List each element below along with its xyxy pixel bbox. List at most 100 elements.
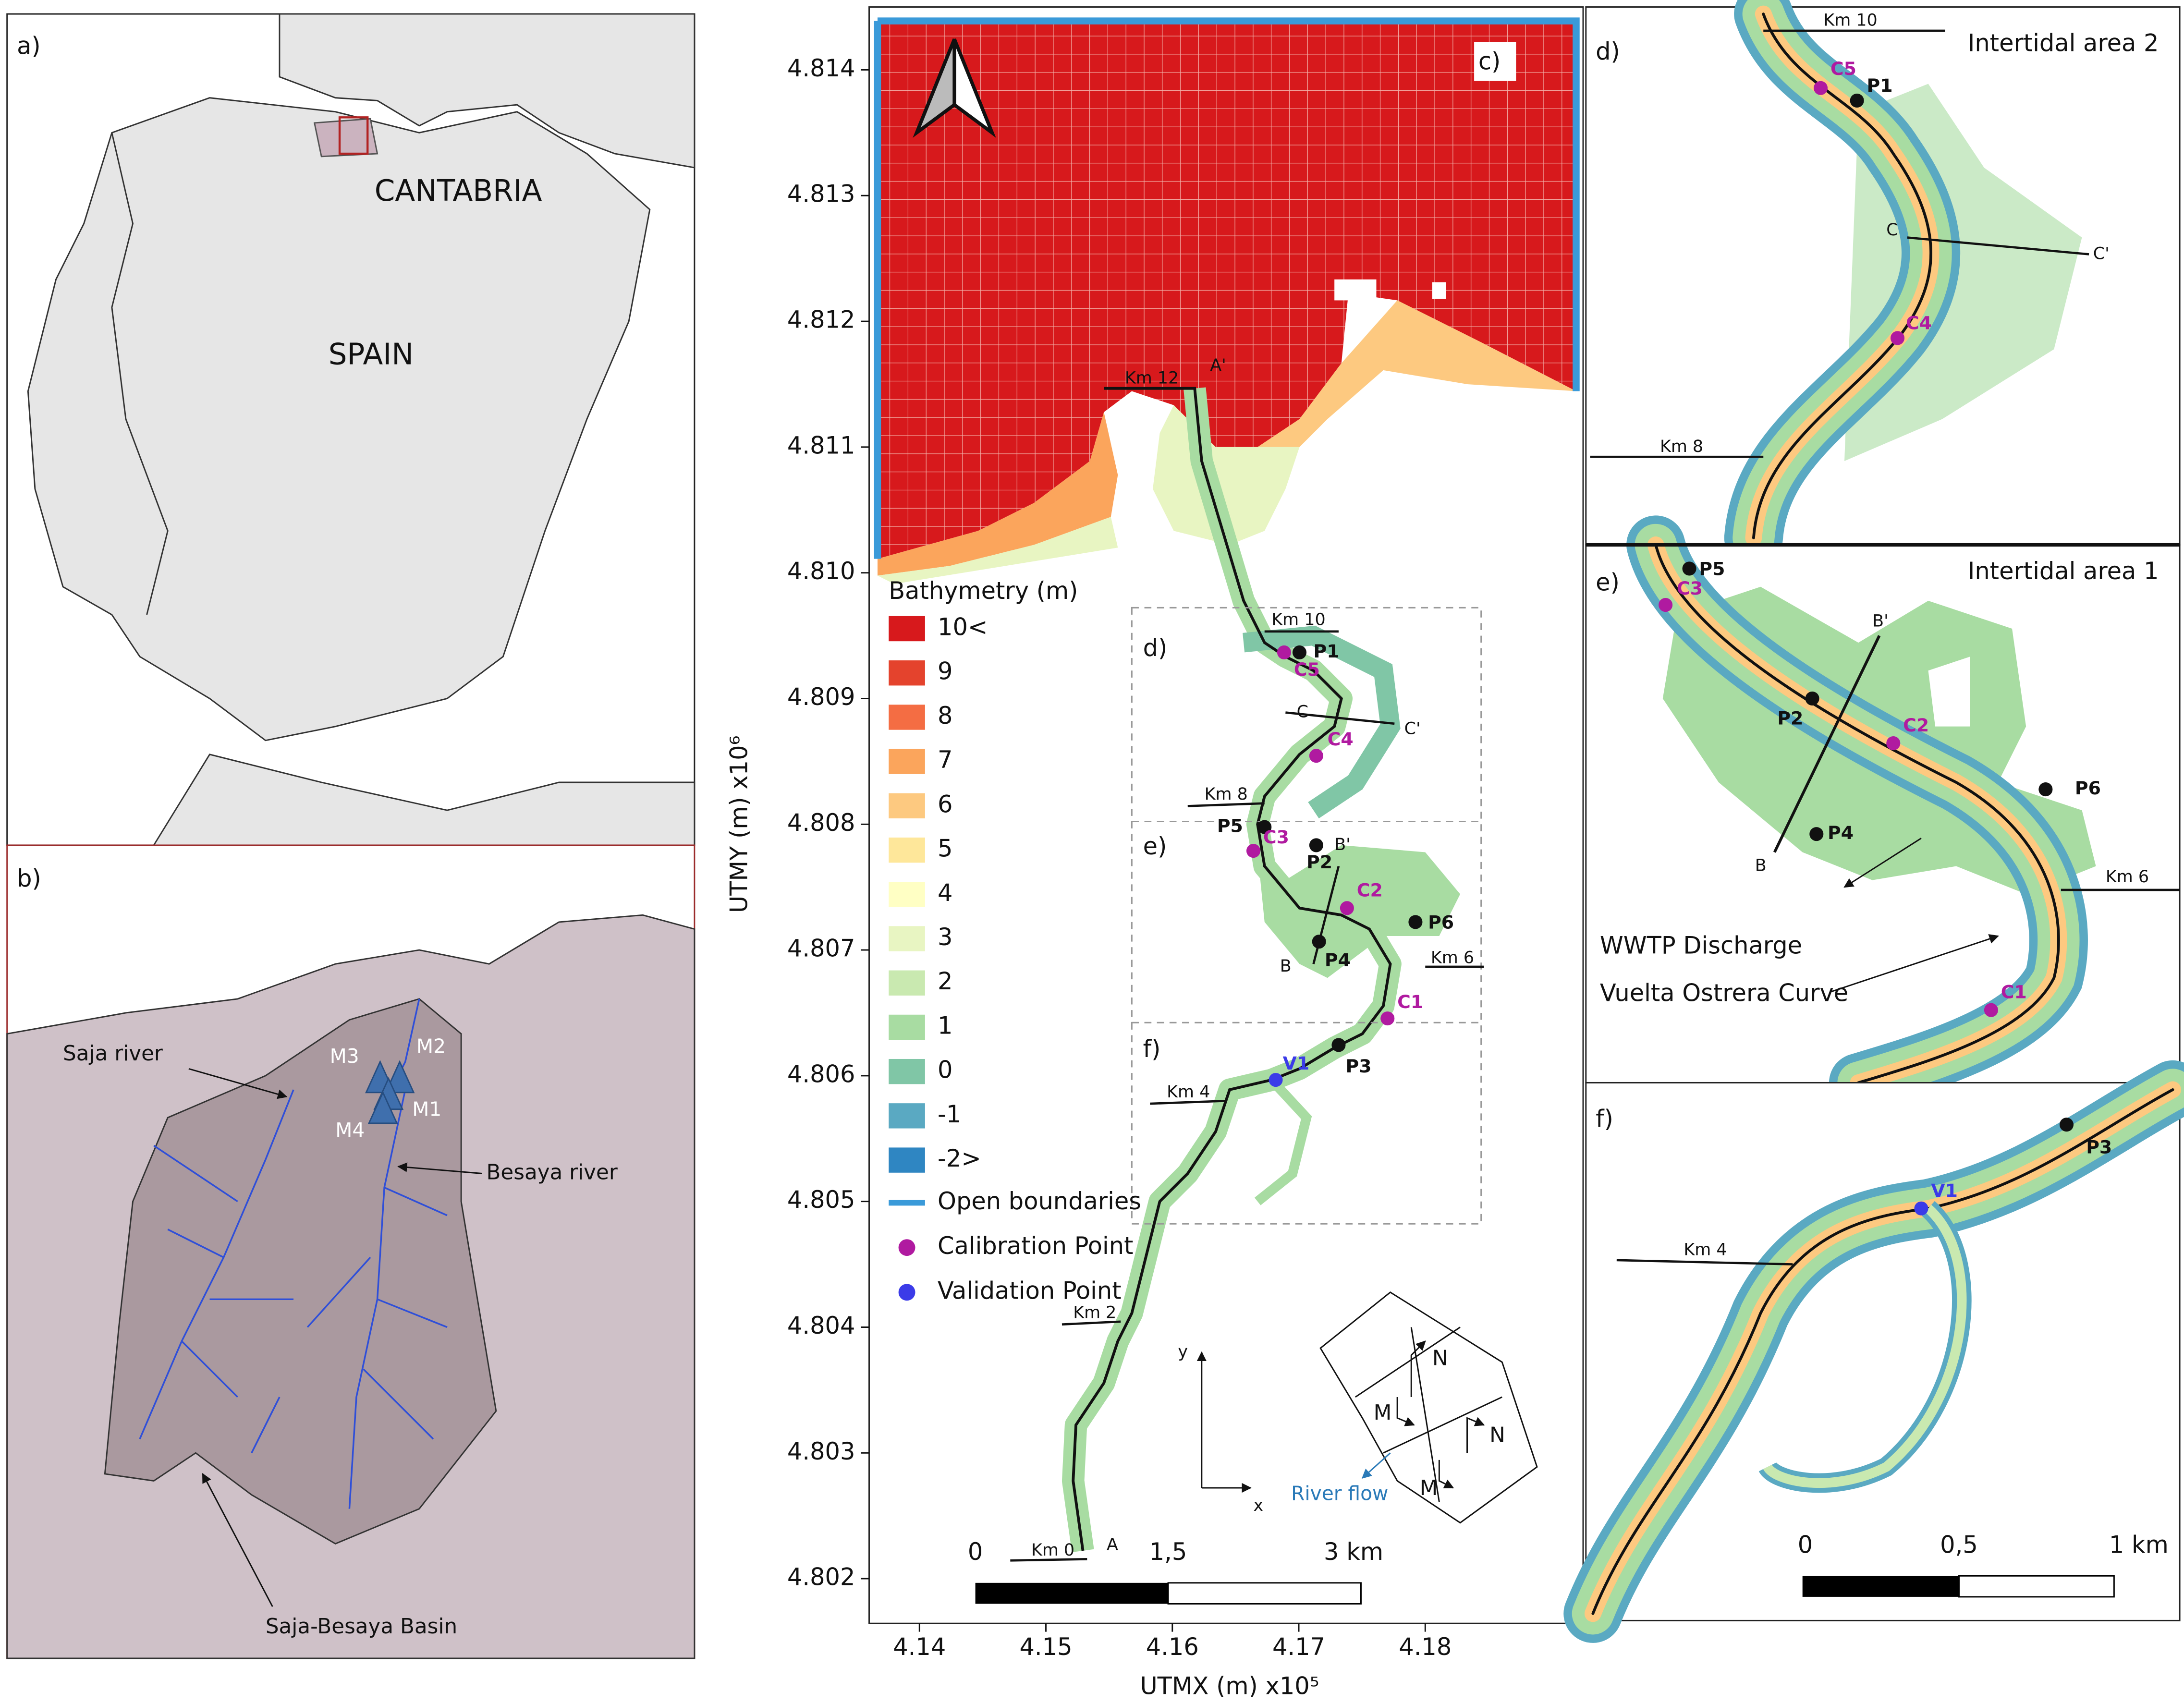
label: Km 4: [1684, 1241, 1727, 1260]
intertidal: [1243, 625, 1401, 819]
panel-d: Km 10 Km 8 C C' C5 P1 C4 d) Intertidal area 2: [1585, 0, 2181, 568]
station-label: M3: [330, 1045, 359, 1068]
label: Km 12: [1125, 368, 1179, 388]
point: [1380, 1011, 1395, 1026]
label: P2: [1777, 708, 1803, 729]
label: Km 8: [1205, 785, 1248, 804]
river-label: Besaya river: [486, 1161, 617, 1185]
river-band: Km 4 V1 P3: [1563, 1060, 2184, 1643]
y-tick-label: 4.806: [787, 1060, 855, 1088]
point: [1682, 561, 1696, 576]
x-tick-label: 4.18: [1399, 1633, 1452, 1661]
y-axis-label: UTMY (m) x10⁶: [725, 736, 753, 913]
river-label: Saja river: [63, 1042, 163, 1066]
north-half: [913, 38, 956, 138]
label: P1: [1314, 641, 1340, 662]
section-line: [1773, 635, 1881, 853]
grid-axis: M: [1374, 1401, 1392, 1425]
label: P4: [1325, 949, 1351, 971]
label: B': [1872, 611, 1889, 631]
legend-label: 2: [938, 967, 952, 995]
river-band-layer: [1752, 12, 1932, 539]
label: Km 8: [1660, 437, 1703, 456]
label: C2: [1903, 715, 1929, 736]
point: [1309, 749, 1323, 763]
legend-label: Open boundaries: [938, 1187, 1141, 1215]
tributaries: [153, 1144, 448, 1454]
label: C2: [1357, 879, 1383, 900]
panel-label: e): [1596, 568, 1620, 596]
x-tick-label: 4.14: [893, 1633, 946, 1661]
legend-swatch: [889, 1058, 925, 1084]
label: C': [2093, 244, 2110, 263]
legend-label: 0: [938, 1056, 952, 1084]
flow-arrow: [1361, 1452, 1391, 1479]
panel-c: c) 0 1,5 3 km y x N M N M River flow Bat…: [725, 6, 1584, 1700]
river-band-layer: [1591, 1088, 2174, 1615]
label: V1: [1283, 1053, 1310, 1074]
y-tick-label: 4.810: [787, 557, 855, 585]
point: [1331, 1038, 1346, 1052]
legend-label: -2>: [938, 1144, 981, 1172]
legend-label: Calibration Point: [938, 1232, 1133, 1260]
scale-label: 0: [968, 1538, 983, 1566]
section-line: [1010, 1558, 1087, 1562]
island: [1928, 657, 1970, 727]
cantabria: [313, 118, 378, 158]
panel-c-annotations: 4.802 4.803 4.804 4.805 4.806 4.807 4.808 4.809…: [787, 54, 1484, 1661]
station: [367, 1091, 398, 1124]
grid-arrow: [1410, 1340, 1426, 1397]
section-line: [1061, 1320, 1121, 1326]
panel-label: c): [1478, 47, 1501, 75]
label: Km 10: [1271, 610, 1325, 630]
grid-axis: N: [1432, 1346, 1448, 1370]
label: f): [1143, 1035, 1161, 1063]
legend-label: 7: [938, 746, 952, 774]
border: [111, 133, 169, 615]
label: A: [1107, 1535, 1118, 1554]
x-tick-label: 4.16: [1146, 1633, 1199, 1661]
section-line: [1616, 1259, 1793, 1265]
label: C5: [1294, 659, 1320, 680]
section-line: [1187, 802, 1265, 807]
scale-label: 0,5: [1940, 1531, 1978, 1559]
legend-label: -1: [938, 1100, 961, 1128]
label: C1: [2001, 982, 2027, 1003]
grid-arrow: [1466, 1417, 1485, 1453]
legend-swatch: [889, 882, 925, 907]
point: [1408, 915, 1423, 929]
y-tick-label: 4.808: [787, 809, 855, 837]
label: A': [1210, 356, 1226, 375]
point: [1890, 331, 1905, 345]
label: P2: [1306, 852, 1332, 873]
mesh: [877, 21, 1576, 559]
point: [1805, 691, 1819, 706]
label: P6: [2075, 778, 2101, 799]
x-tick-label: 4.17: [1272, 1633, 1325, 1661]
x-tick-label: 4.15: [1019, 1633, 1072, 1661]
scale-bar: [1958, 1575, 2115, 1598]
label: e): [1143, 832, 1167, 860]
arrow: [1843, 838, 1922, 888]
label: Km 2: [1073, 1303, 1116, 1322]
point: [1309, 838, 1323, 852]
point: [1809, 827, 1824, 841]
point: [1269, 1073, 1283, 1087]
y-tick-label: 4.809: [787, 683, 855, 711]
point: [1292, 645, 1307, 660]
label: C4: [1328, 729, 1354, 750]
legend-label: Validation Point: [938, 1277, 1122, 1304]
y-tick-label: 4.814: [787, 54, 855, 82]
grid-arrow: [1438, 1460, 1454, 1489]
panel-label: b): [17, 864, 41, 892]
point: [1257, 820, 1272, 834]
label: Km 0: [1031, 1541, 1074, 1560]
section-line: [1907, 236, 2089, 255]
station-label: M1: [412, 1098, 441, 1121]
legend-dot: [898, 1284, 915, 1301]
point: [1277, 645, 1292, 660]
basin: [104, 998, 497, 1545]
